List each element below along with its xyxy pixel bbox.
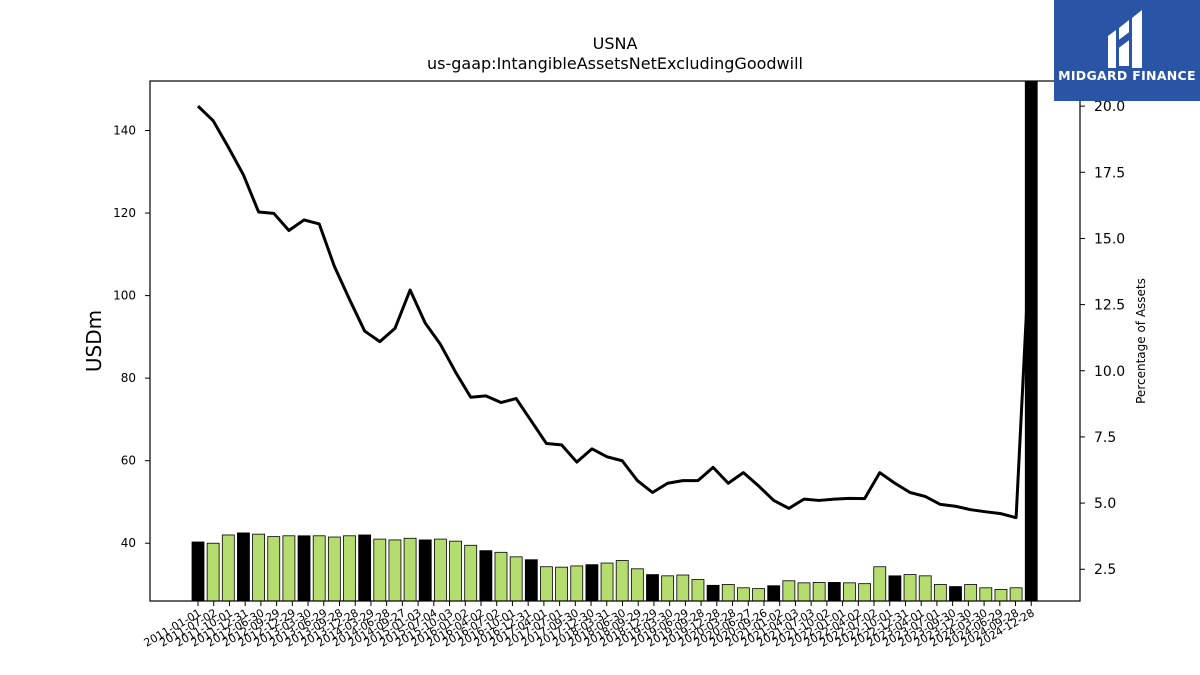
bar [873,566,887,602]
right-axis: 2.5 5.0 7.5 10.0 12.5 15.0 17.5 20.0 [1080,99,1125,578]
bar [433,538,447,602]
bar [615,560,629,602]
bar [737,587,750,602]
right-tick-label: 17.5 [1094,165,1125,181]
bar [903,574,917,602]
bar [630,568,644,602]
left-tick-label: 140 [113,124,136,138]
bar [191,541,205,602]
right-tick-label: 2.5 [1094,562,1116,578]
left-tick-label: 80 [121,371,136,385]
bar [585,564,599,602]
bar [252,533,266,602]
bar [509,556,523,602]
bar [464,544,478,602]
right-tick-label: 12.5 [1094,298,1125,314]
bar [661,575,675,602]
bar [312,535,326,602]
bar [600,562,614,602]
logo-text: MIDGARD FINANCE [1058,68,1196,83]
bar [752,588,765,602]
bar [327,536,341,602]
bar [358,534,372,602]
left-axis: 40 60 80 100 120 140 [113,124,150,550]
bar [979,587,993,602]
right-tick-label: 15.0 [1094,231,1125,247]
bar [555,566,568,602]
bar [297,535,311,602]
logo-mark-icon [1108,10,1142,68]
bar [964,584,978,602]
bar [494,551,508,602]
bar [1009,587,1023,602]
bar [797,582,811,602]
bar [221,534,235,602]
x-axis: 2011-01-012011-07-022011-10-012011-12-31… [142,601,1037,650]
right-tick-label: 20.0 [1094,99,1125,115]
bar [888,575,902,602]
bar [949,586,962,602]
bar [206,542,220,602]
bar [282,535,296,602]
bar [843,582,856,602]
bar [479,550,493,602]
bar [403,537,417,602]
bar [721,584,735,602]
percentage-line [196,105,1033,520]
plot-frame [149,80,1081,602]
bar [994,589,1008,602]
bar [646,574,659,602]
left-axis-label: USDm [82,310,106,372]
left-tick-label: 40 [121,536,136,550]
bar [706,584,720,602]
bar [570,565,584,602]
bar [1024,80,1038,602]
right-tick-label: 10.0 [1094,364,1125,380]
bar [237,532,250,602]
bar [418,539,432,602]
left-tick-label: 100 [113,289,136,303]
bar [449,540,462,602]
bar [767,585,781,602]
bar [267,536,281,602]
brand-logo: MIDGARD FINANCE [1054,0,1200,101]
bar [812,582,826,602]
chart-subtitle: us-gaap:IntangibleAssetsNetExcludingGood… [427,54,803,73]
bar [676,574,690,602]
left-tick-label: 60 [121,454,136,468]
bar [373,538,387,602]
bar [918,575,932,602]
bar [827,582,841,602]
chart-title: USNA [593,34,638,53]
bar [343,535,356,602]
left-tick-label: 120 [113,206,136,220]
right-axis-label: Percentage of Assets [1134,278,1148,404]
bar [524,559,538,602]
bar [782,580,796,602]
bar [691,579,705,602]
bar [933,584,947,602]
bar [858,583,871,602]
right-tick-label: 5.0 [1094,496,1116,512]
bar [540,566,553,602]
bar-series [191,80,1038,602]
right-tick-label: 7.5 [1094,430,1116,446]
bar [388,539,402,602]
